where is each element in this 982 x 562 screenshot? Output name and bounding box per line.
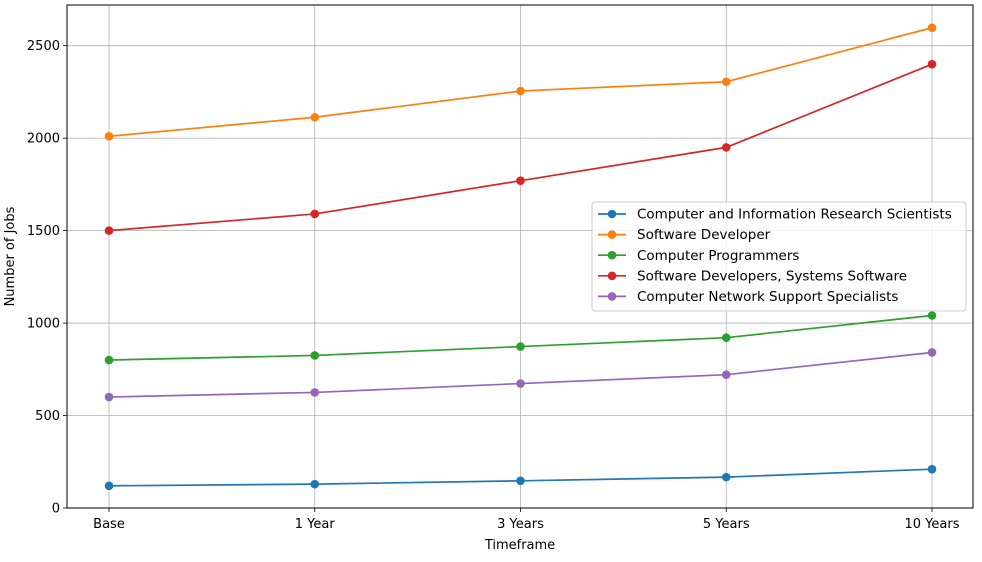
data-point: [104, 355, 114, 365]
data-point: [721, 370, 731, 379]
data-point: [310, 209, 320, 219]
data-point: [927, 464, 937, 474]
axis-ticks: Base 1 Year 3 Years 5 Years 10 Years 0 500 1000…: [27, 39, 960, 532]
data-point: [721, 333, 731, 342]
data-point: [927, 348, 937, 357]
x-axis-label: Timeframe: [484, 538, 555, 553]
data-point: [721, 143, 731, 152]
legend-marker: [607, 271, 617, 281]
data-point: [310, 479, 320, 489]
legend-box: [591, 201, 967, 312]
data-point: [104, 131, 114, 141]
data-point: [516, 342, 525, 351]
data-point: [310, 351, 320, 360]
y-axis-label: Number of Jobs: [3, 206, 18, 306]
data-point: [104, 226, 114, 235]
data-point: [516, 176, 525, 185]
y-tick-label: 2500: [27, 39, 60, 54]
legend-marker: [607, 209, 617, 219]
data-point: [104, 392, 114, 402]
legend-marker: [607, 250, 617, 260]
x-tick-label: 1 Year: [295, 517, 336, 532]
x-tick-label: Base: [93, 517, 125, 532]
data-point: [310, 388, 320, 397]
series-layer: [104, 23, 937, 491]
x-tick-label: 10 Years: [905, 517, 960, 532]
data-point: [721, 472, 731, 482]
data-point: [927, 59, 937, 69]
legend-label: Software Developer: [637, 227, 771, 243]
y-tick-label: 1000: [27, 317, 60, 332]
data-point: [927, 311, 937, 320]
x-tick-label: 3 Years: [497, 517, 544, 532]
x-tick-label: 5 Years: [703, 517, 750, 532]
data-point: [310, 112, 320, 122]
legend-label: Computer and Information Research Scient…: [637, 207, 952, 223]
data-point: [104, 481, 114, 491]
legend-marker: [607, 230, 617, 239]
legend-label: Computer Programmers: [637, 248, 799, 264]
y-tick-label: 2000: [27, 132, 60, 147]
y-tick-label: 500: [35, 409, 60, 424]
plot-frame: [66, 4, 974, 509]
legend-label: Computer Network Support Specialists: [637, 289, 898, 305]
data-point: [927, 23, 937, 33]
legend-label: Software Developers, Systems Software: [637, 268, 907, 284]
legend-marker: [607, 292, 617, 301]
y-tick-label: 1500: [27, 224, 60, 239]
data-point: [516, 379, 525, 388]
legend: Computer and Information Research Scient…: [591, 201, 967, 312]
data-point: [516, 476, 525, 486]
data-point: [721, 77, 731, 87]
y-tick-label: 0: [52, 502, 60, 517]
data-point: [516, 86, 525, 96]
